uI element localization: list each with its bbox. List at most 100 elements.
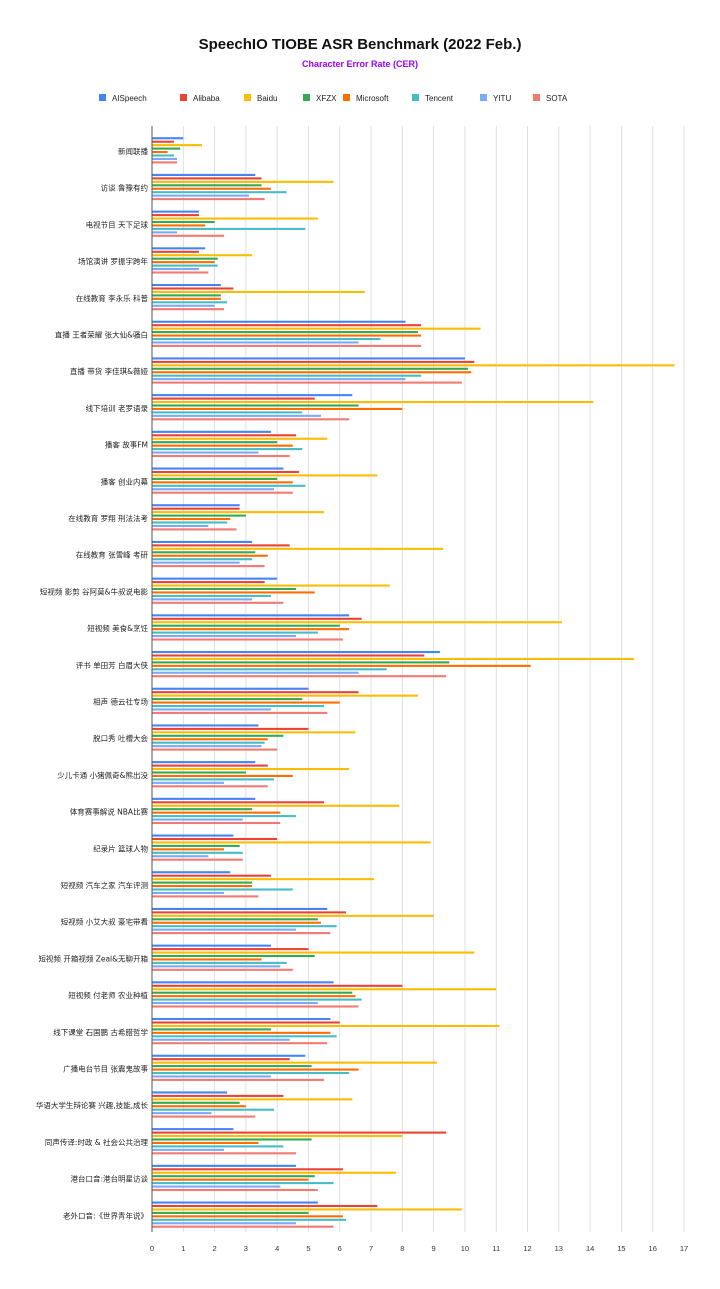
bar xyxy=(152,1175,315,1178)
bar xyxy=(152,781,224,784)
category-label: 在线教育 罗翔 刑法法考 xyxy=(68,513,148,523)
bar xyxy=(152,1058,290,1061)
bar xyxy=(152,1078,325,1081)
x-tick-label: 8 xyxy=(400,1244,404,1253)
bar xyxy=(152,734,284,737)
bar xyxy=(152,470,300,474)
category-label: 短视频 影剪 谷阿莫&牛叔说电影 xyxy=(40,586,149,596)
bar xyxy=(152,1068,359,1071)
bar xyxy=(152,1094,284,1097)
category-label: 评书 单田芳 白眉大侠 xyxy=(76,660,149,670)
bar xyxy=(152,514,246,517)
category-label: 直播 王者荣耀 张大仙&骚白 xyxy=(55,330,148,340)
legend-label: AISpeech xyxy=(112,94,147,103)
bar xyxy=(152,334,422,337)
category-label: 华语大学生辩论赛 兴趣,技能,成长 xyxy=(36,1100,149,1110)
bar xyxy=(152,144,203,147)
category-label: 老外口音:《世界青年说》 xyxy=(63,1210,148,1220)
bar xyxy=(152,214,199,217)
bar xyxy=(152,151,168,154)
bar xyxy=(152,577,278,580)
chart-subtitle: Character Error Rate (CER) xyxy=(301,59,419,69)
bar xyxy=(152,768,350,771)
category-label: 线下课堂 石国鹏 古希腊哲学 xyxy=(53,1027,148,1037)
bar xyxy=(152,998,362,1001)
gridlines xyxy=(151,126,685,1232)
bar xyxy=(152,220,215,224)
bar xyxy=(152,851,243,854)
bar xyxy=(152,1141,259,1144)
bar xyxy=(152,687,309,690)
bar xyxy=(152,984,403,987)
bar xyxy=(152,374,422,377)
bar xyxy=(152,628,350,631)
legend-swatch xyxy=(244,94,251,101)
bar xyxy=(152,764,268,767)
bar xyxy=(152,1031,331,1034)
bar xyxy=(152,1115,256,1118)
bar xyxy=(152,378,406,381)
bar xyxy=(152,871,231,874)
bar xyxy=(152,821,281,825)
bar xyxy=(152,381,462,384)
legend-swatch xyxy=(99,94,106,101)
bar xyxy=(152,320,406,323)
bar xyxy=(152,1101,240,1104)
bar xyxy=(152,521,228,524)
x-tick-label: 10 xyxy=(461,1244,469,1253)
bar xyxy=(152,1148,224,1151)
bar xyxy=(152,921,321,924)
x-tick-label: 7 xyxy=(369,1244,373,1253)
bar xyxy=(152,954,315,958)
bar xyxy=(152,357,465,360)
x-tick-label: 2 xyxy=(213,1244,217,1253)
bar xyxy=(152,360,475,363)
category-label: 访谈 鲁豫有约 xyxy=(101,183,148,193)
bar xyxy=(152,837,278,841)
bar xyxy=(152,430,271,433)
bar xyxy=(152,1075,271,1078)
bar xyxy=(152,638,343,641)
x-tick-label: 14 xyxy=(586,1244,594,1253)
bar xyxy=(152,544,290,547)
bar xyxy=(152,504,240,507)
bar xyxy=(152,264,218,267)
category-label: 播客 故事FM xyxy=(105,440,148,450)
bar xyxy=(152,668,387,671)
bar xyxy=(152,981,334,984)
bar xyxy=(152,434,296,437)
bar xyxy=(152,878,375,881)
bar xyxy=(152,601,284,604)
bar xyxy=(152,324,422,327)
category-label: 港台口音:港台明星访谈 xyxy=(70,1174,148,1184)
bar xyxy=(152,137,184,140)
category-label: 场馆演讲 罗振宇跨年 xyxy=(78,256,148,266)
bar xyxy=(152,1185,281,1188)
bar xyxy=(152,631,318,634)
category-label: 短视频 付老师 农业种植 xyxy=(68,990,148,1000)
bar xyxy=(152,581,265,584)
bar xyxy=(152,404,359,407)
bar xyxy=(152,995,356,998)
legend-label: SOTA xyxy=(546,94,568,103)
bar xyxy=(152,711,328,714)
bar xyxy=(152,1182,334,1185)
bar xyxy=(152,254,253,257)
bar xyxy=(152,698,303,701)
bar xyxy=(152,1168,343,1171)
bar xyxy=(152,184,262,187)
bar xyxy=(152,741,265,744)
bar xyxy=(152,177,262,180)
bar xyxy=(152,1091,228,1094)
bar xyxy=(152,444,293,447)
bar xyxy=(152,1028,271,1031)
bar xyxy=(152,925,337,928)
x-tick-label: 15 xyxy=(617,1244,625,1253)
bar xyxy=(152,834,234,837)
bar xyxy=(152,951,475,954)
bar xyxy=(152,551,256,554)
bar xyxy=(152,247,206,250)
legend-swatch xyxy=(180,94,187,101)
bar xyxy=(152,331,418,334)
